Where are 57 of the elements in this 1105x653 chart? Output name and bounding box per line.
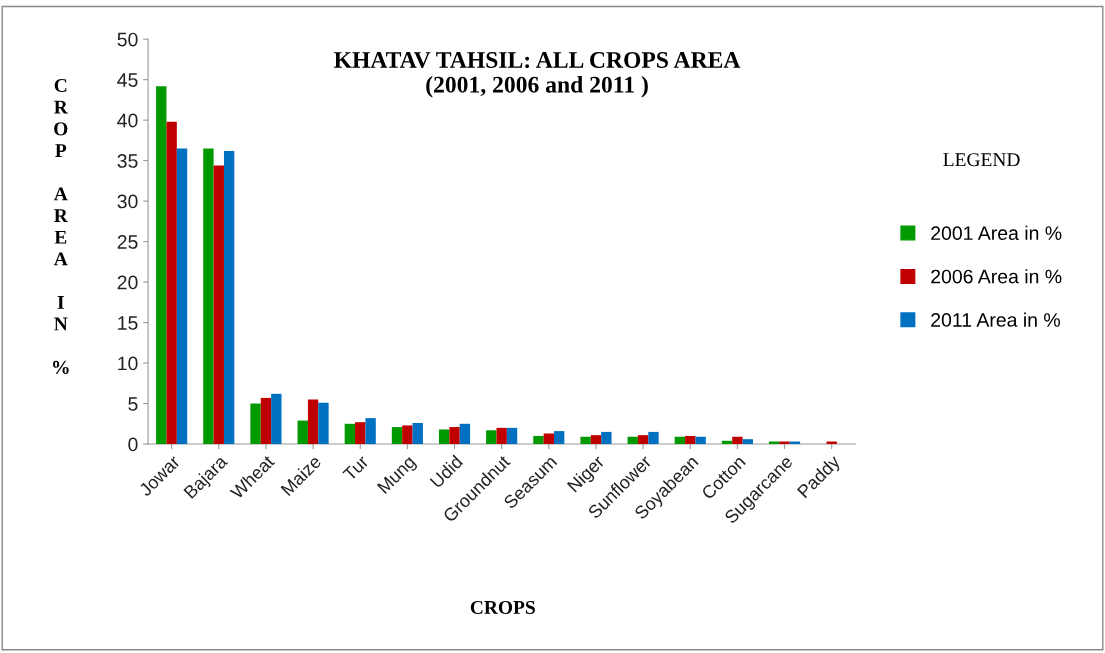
bar <box>685 435 696 445</box>
bar <box>297 420 308 445</box>
y-tick-label: 45 <box>117 73 138 87</box>
y-tick-label: 50 <box>117 32 138 47</box>
bar <box>543 433 554 445</box>
y-tick-label: 30 <box>117 194 138 209</box>
bar <box>459 423 471 445</box>
bar <box>176 148 188 445</box>
legend-label: 2001 Area in % <box>931 225 1062 241</box>
text: CROP AREA IN % <box>53 78 69 374</box>
y-tick-label: 35 <box>117 154 138 168</box>
bar <box>533 435 544 445</box>
bar <box>156 86 167 445</box>
bar <box>438 429 450 445</box>
y-tick-label: 0 <box>128 437 138 452</box>
bar <box>627 436 638 445</box>
bar <box>412 422 423 445</box>
bar <box>648 431 659 445</box>
bar <box>166 121 177 445</box>
bar <box>601 431 612 445</box>
bar <box>355 422 366 445</box>
y-tick-label: 5 <box>128 397 138 411</box>
bar <box>213 165 224 445</box>
bar <box>250 403 261 445</box>
bar <box>674 436 686 445</box>
bar <box>260 397 272 445</box>
bar <box>402 425 413 445</box>
y-tick-label: 40 <box>117 113 138 128</box>
y-tick-label: 25 <box>117 235 138 249</box>
bar <box>496 427 507 445</box>
bar <box>637 435 649 445</box>
bar <box>365 418 376 445</box>
bar <box>732 436 743 445</box>
legend-label: 2011 Area in % <box>931 312 1060 327</box>
y-tick-label: 20 <box>117 275 138 290</box>
x-axis-title: CROPS <box>470 600 535 615</box>
y-tick-label: 10 <box>118 356 138 371</box>
text: KHATAV TAHSIL: ALL CROPS AREA (2001, 2006 and 2011 ) <box>334 52 741 98</box>
bar <box>271 393 282 445</box>
bar <box>506 427 518 445</box>
bar <box>318 402 329 445</box>
bar <box>307 399 319 445</box>
bar <box>391 427 403 445</box>
bar <box>580 436 591 445</box>
bar <box>223 150 235 445</box>
bar <box>344 423 356 445</box>
legend-title: LEGEND <box>943 153 1020 167</box>
legend-label: 2006 Area in % <box>931 269 1062 284</box>
bar <box>203 148 214 445</box>
bar <box>742 439 753 445</box>
bar <box>486 430 497 445</box>
bar <box>695 436 706 445</box>
bar <box>449 427 460 445</box>
x-tick-label: Tur <box>342 454 370 482</box>
y-tick-label: 15 <box>118 316 138 330</box>
bar <box>590 435 602 445</box>
bar <box>554 431 565 445</box>
